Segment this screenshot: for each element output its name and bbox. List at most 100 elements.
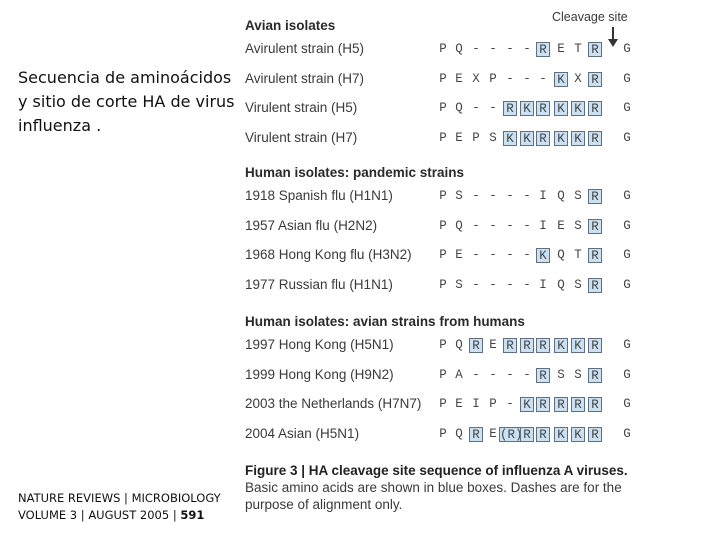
residue: - — [472, 101, 480, 116]
residue: - — [506, 189, 514, 203]
basic-residue-box: R — [588, 71, 602, 87]
residue: - — [523, 367, 531, 382]
residue: E — [557, 42, 565, 56]
residue: S — [489, 131, 497, 146]
residue: E — [489, 338, 497, 352]
residue: E — [455, 131, 463, 146]
basic-residue-box: R — [536, 338, 550, 353]
residue: - — [506, 397, 514, 412]
basic-residue-box: K — [520, 131, 534, 147]
residue: T — [574, 42, 582, 56]
caption-text: Basic amino acids are shown in blue boxe… — [245, 480, 622, 512]
basic-residue-box: R — [503, 101, 517, 117]
residue: - — [539, 71, 547, 86]
basic-residue-box: K — [571, 131, 585, 147]
residue: G — [623, 338, 631, 352]
strain-label: 1997 Hong Kong (H5N1) — [245, 337, 394, 352]
residue: P — [439, 189, 447, 203]
citation: NATURE REVIEWS | MICROBIOLOGY VOLUME 3 |… — [18, 490, 221, 524]
residue: S — [574, 218, 582, 233]
residue: I — [539, 278, 547, 293]
basic-residue-box: R — [571, 397, 585, 413]
residue: Q — [557, 189, 565, 203]
residue: - — [472, 42, 480, 56]
basic-residue-box: R — [588, 278, 602, 294]
residue: G — [623, 278, 631, 293]
residue: Q — [455, 338, 463, 352]
citation-volume: VOLUME 3 | AUGUST 2005 | 591 — [18, 507, 221, 524]
basic-residue-box: R — [536, 101, 550, 117]
residue: G — [623, 131, 631, 146]
residue: G — [623, 71, 631, 86]
strain-label: Avirulent strain (H5) — [245, 41, 365, 56]
residue: Q — [455, 42, 463, 56]
residue: S — [574, 189, 582, 203]
residue: E — [489, 427, 497, 442]
strain-label: Avirulent strain (H7) — [245, 70, 365, 86]
strain-label: 2004 Asian (H5N1) — [245, 426, 360, 442]
basic-residue-box: R — [588, 338, 602, 353]
residue: - — [506, 71, 514, 86]
section-heading: Human isolates: avian strains from human… — [245, 314, 525, 329]
residue: S — [574, 367, 582, 382]
slide-title: Secuencia de aminoácidos y sitio de cort… — [18, 68, 235, 135]
residue: - — [472, 367, 480, 382]
basic-residue-box: K — [554, 427, 568, 443]
basic-residue-box: R — [588, 248, 602, 264]
basic-residue-box: K — [554, 338, 568, 353]
residue: I — [539, 218, 547, 233]
strain-label: 1918 Spanish flu (H1N1) — [245, 188, 393, 203]
basic-residue-box: R — [536, 397, 550, 413]
residue: Q — [455, 427, 463, 442]
basic-residue-box: K — [520, 101, 534, 117]
residue: E — [455, 397, 463, 412]
basic-residue-box: K — [571, 338, 585, 353]
section-heading: Avian isolates — [245, 18, 336, 33]
residue: - — [523, 218, 531, 233]
residue: - — [472, 189, 480, 203]
basic-residue-box: K — [571, 427, 585, 443]
citation-page: 591 — [180, 508, 205, 522]
strain-label: 1968 Hong Kong flu (H3N2) — [245, 247, 412, 263]
residue: - — [523, 278, 531, 293]
residue: - — [472, 248, 480, 263]
strain-label: 1957 Asian flu (H2N2) — [245, 217, 378, 233]
residue: Q — [557, 248, 565, 263]
residue: - — [489, 218, 497, 233]
residue: G — [623, 189, 631, 203]
basic-residue-box: R — [588, 218, 602, 234]
strain-label: 1977 Russian flu (H1N1) — [245, 277, 393, 293]
basic-residue-box: K — [571, 101, 585, 117]
basic-residue-box: K — [503, 131, 517, 147]
residue: T — [574, 248, 582, 263]
residue: - — [489, 42, 497, 56]
basic-residue-box: R — [588, 397, 602, 413]
basic-residue-box: R — [554, 397, 568, 413]
residue: Q — [557, 278, 565, 293]
basic-residue-box: R — [536, 367, 550, 383]
residue: E — [455, 248, 463, 263]
basic-residue-box: K — [554, 101, 568, 117]
residue: P — [439, 71, 447, 86]
strain-label: Virulent strain (H5) — [245, 100, 358, 116]
residue: G — [623, 42, 631, 56]
residue: Q — [455, 218, 463, 233]
basic-residue-box: (R) — [499, 427, 523, 443]
basic-residue-box: K — [554, 71, 568, 87]
residue: G — [623, 101, 631, 116]
residue: P — [489, 397, 497, 412]
residue: - — [506, 367, 514, 382]
residue: P — [439, 367, 447, 382]
residue: P — [439, 338, 447, 352]
residue: - — [523, 189, 531, 203]
residue: S — [455, 189, 463, 203]
basic-residue-box: R — [588, 101, 602, 117]
cleavage-site-label: Cleavage site — [552, 10, 628, 24]
basic-residue-box: K — [536, 248, 550, 264]
residue: - — [506, 248, 514, 263]
caption-bold: Figure 3 | HA cleavage site sequence of … — [245, 463, 628, 478]
basic-residue-box: K — [554, 131, 568, 147]
residue: P — [439, 101, 447, 116]
residue: S — [557, 367, 565, 382]
